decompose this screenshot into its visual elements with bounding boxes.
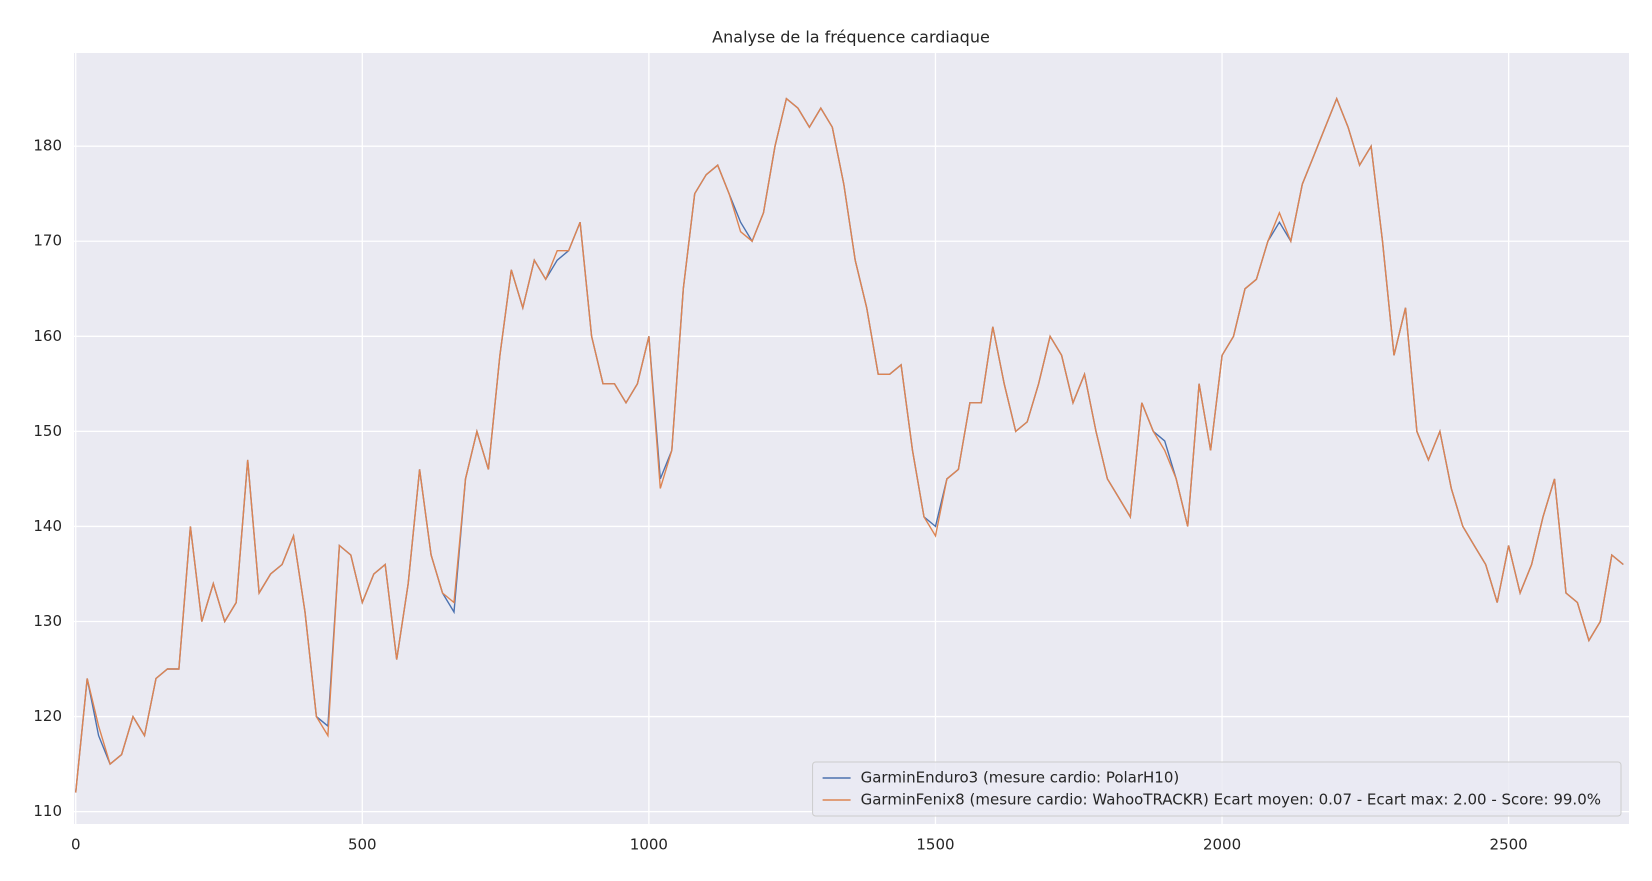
y-tick-label: 150 [33,422,62,440]
y-tick-label: 180 [33,137,62,155]
x-tick-label: 0 [71,836,81,854]
x-tick-label: 2500 [1490,836,1528,854]
x-tick-label: 2000 [1203,836,1241,854]
series-line [75,96,1624,793]
x-tick-label: 1000 [630,836,668,854]
legend-label: GarminEnduro3 (mesure cardio: PolarH10) [861,769,1180,787]
plot-area [74,53,1629,824]
y-tick-label: 130 [33,612,62,630]
chart-title: Analyse de la fréquence cardiaque [712,28,990,47]
y-tick-label: 120 [33,707,62,725]
legend-label: GarminFenix8 (mesure cardio: WahooTRACKR… [861,791,1601,809]
y-tick-label: 140 [33,517,62,535]
y-tick-label: 110 [33,802,62,820]
y-tick-label: 160 [33,327,62,345]
y-tick-label: 170 [33,232,62,250]
legend-box [812,761,1622,817]
x-tick-label: 1500 [916,836,954,854]
x-tick-label: 500 [348,836,377,854]
